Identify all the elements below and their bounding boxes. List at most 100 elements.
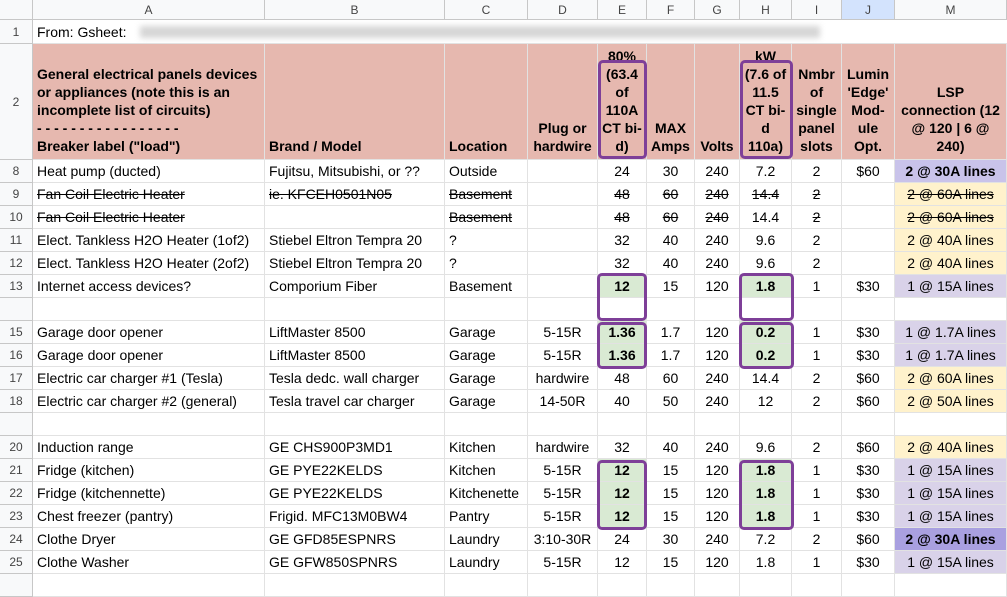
cell: 1 xyxy=(792,321,842,344)
row-number: 24 xyxy=(0,528,33,551)
cell: 15 xyxy=(647,459,695,482)
cell: $30 xyxy=(842,482,895,505)
cell: 2 @ 60A lines xyxy=(895,367,1007,390)
cell: Fan Coil Electric Heater xyxy=(33,183,265,206)
cell: Pantry xyxy=(445,505,528,528)
column-header: C xyxy=(445,0,528,20)
header-cell: LSP connection (12 @ 120 | 6 @ 240) xyxy=(895,44,1007,160)
cell: 12 xyxy=(740,390,792,413)
cell: Kitchenette xyxy=(445,482,528,505)
cell: 7.2 xyxy=(740,528,792,551)
cell: 9.6 xyxy=(740,436,792,459)
cell: 40 xyxy=(647,436,695,459)
cell xyxy=(740,298,792,321)
cell xyxy=(528,183,598,206)
column-header: H xyxy=(740,0,792,20)
cell: GE PYE22KELDS xyxy=(265,482,445,505)
cell: 60 xyxy=(647,183,695,206)
cell xyxy=(647,574,695,597)
cell xyxy=(265,206,445,229)
row-number: 10 xyxy=(0,206,33,229)
cell: 9.6 xyxy=(740,229,792,252)
cell: Garage xyxy=(445,390,528,413)
cell: 14.4 xyxy=(740,183,792,206)
row-number: 2 xyxy=(0,44,33,160)
cell: 1 xyxy=(792,344,842,367)
cell: 2 @ 40A lines xyxy=(895,436,1007,459)
cell: 2 @ 40A lines xyxy=(895,252,1007,275)
cell xyxy=(842,229,895,252)
row-number: 21 xyxy=(0,459,33,482)
cell: 240 xyxy=(695,160,740,183)
cell: 1.36 xyxy=(598,321,647,344)
cell: 1 xyxy=(792,551,842,574)
cell: $60 xyxy=(842,160,895,183)
cell: 240 xyxy=(695,436,740,459)
cell: 1.8 xyxy=(740,275,792,298)
cell: Fridge (kitchennette) xyxy=(33,482,265,505)
cell: Outside xyxy=(445,160,528,183)
cell: 2 xyxy=(792,436,842,459)
cell: Fan Coil Electric Heater xyxy=(33,206,265,229)
column-header: E xyxy=(598,0,647,20)
header-cell: Volts xyxy=(695,44,740,160)
cell: 1.36 xyxy=(598,344,647,367)
cell: 15 xyxy=(647,275,695,298)
cell: $30 xyxy=(842,505,895,528)
row-number: 9 xyxy=(0,183,33,206)
cell: LiftMaster 8500 xyxy=(265,321,445,344)
cell: 15 xyxy=(647,482,695,505)
cell: 32 xyxy=(598,252,647,275)
cell: GE GFW850SPNRS xyxy=(265,551,445,574)
cell: Frigid. MFC13M0BW4 xyxy=(265,505,445,528)
cell: Comporium Fiber xyxy=(265,275,445,298)
cell: 240 xyxy=(695,252,740,275)
cell: 5-15R xyxy=(528,482,598,505)
cell: 2 xyxy=(792,390,842,413)
cell: 9.6 xyxy=(740,252,792,275)
header-cell: 80% (63.4 of 110A CT bi-d) xyxy=(598,44,647,160)
cell: 12 xyxy=(598,551,647,574)
cell: 240 xyxy=(695,367,740,390)
cell: 240 xyxy=(695,229,740,252)
cell xyxy=(265,298,445,321)
cell xyxy=(33,574,265,597)
column-header: G xyxy=(695,0,740,20)
column-header: I xyxy=(792,0,842,20)
note-cell: From: Gsheet: xyxy=(33,20,1007,44)
cell xyxy=(528,206,598,229)
cell: 240 xyxy=(695,528,740,551)
cell: 12 xyxy=(598,482,647,505)
cell: Basement xyxy=(445,275,528,298)
cell: $60 xyxy=(842,436,895,459)
cell xyxy=(695,413,740,436)
row-number: 11 xyxy=(0,229,33,252)
header-cell: kW (7.6 of 11.5 CT bi-d 110a) xyxy=(740,44,792,160)
cell: 1.8 xyxy=(740,505,792,528)
cell: Kitchen xyxy=(445,436,528,459)
cell: 1 @ 15A lines xyxy=(895,275,1007,298)
cell: 30 xyxy=(647,160,695,183)
cell xyxy=(792,574,842,597)
cell: 48 xyxy=(598,183,647,206)
cell: GE GFD85ESPNRS xyxy=(265,528,445,551)
cell: 240 xyxy=(695,206,740,229)
cell: Tesla dedc. wall charger xyxy=(265,367,445,390)
cell: Heat pump (ducted) xyxy=(33,160,265,183)
redacted-link xyxy=(140,26,820,38)
row-number: 8 xyxy=(0,160,33,183)
cell: 24 xyxy=(598,528,647,551)
cell xyxy=(647,298,695,321)
cell: $30 xyxy=(842,344,895,367)
cell: Laundry xyxy=(445,551,528,574)
cell: $30 xyxy=(842,321,895,344)
cell: 1 xyxy=(792,275,842,298)
cell: 50 xyxy=(647,390,695,413)
cell: Elect. Tankless H2O Heater (1of2) xyxy=(33,229,265,252)
cell: 48 xyxy=(598,206,647,229)
cell: 40 xyxy=(598,390,647,413)
cell xyxy=(528,298,598,321)
row-number: 22 xyxy=(0,482,33,505)
cell xyxy=(528,160,598,183)
